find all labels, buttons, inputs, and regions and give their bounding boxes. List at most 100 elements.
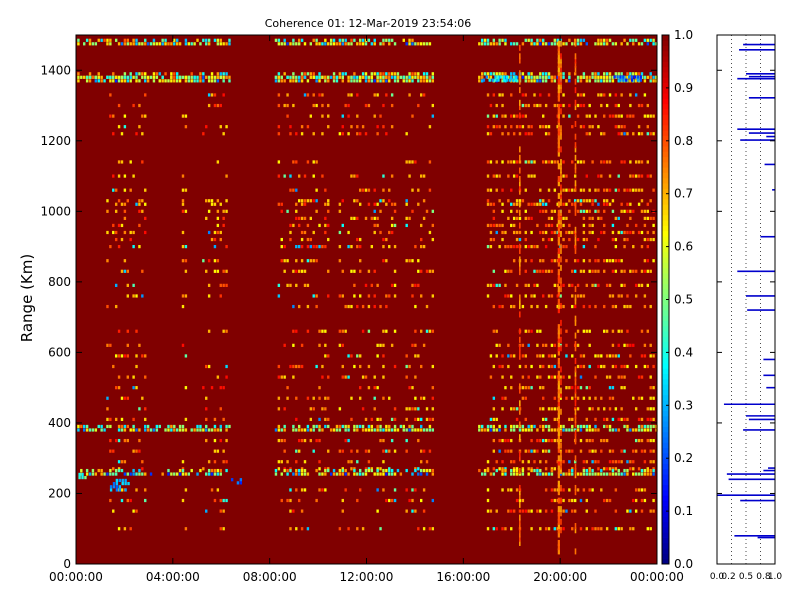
heatmap-cell	[88, 38, 92, 42]
heatmap-cell	[614, 42, 618, 46]
heatmap-cell	[649, 417, 652, 422]
heatmap-cell	[617, 375, 620, 379]
heatmap-cell	[207, 93, 211, 97]
vertical-streak-segment	[560, 188, 562, 195]
heatmap-cell	[620, 407, 623, 411]
heatmap-cell	[329, 75, 333, 79]
heatmap-cell	[643, 460, 647, 464]
heatmap-cell	[144, 354, 147, 358]
heatmap-cell	[280, 472, 283, 476]
heatmap-cell	[106, 472, 109, 476]
heatmap-cell	[210, 72, 214, 76]
heatmap-cell	[542, 160, 545, 164]
heatmap-cell	[637, 472, 641, 476]
heatmap-cell	[605, 79, 609, 83]
vertical-streak-segment	[519, 531, 521, 538]
heatmap-cell	[280, 209, 283, 213]
heatmap-cell	[207, 364, 211, 369]
vertical-streak-segment	[560, 159, 562, 166]
vertical-streak-segment	[557, 408, 560, 415]
heatmap-cell	[495, 509, 498, 513]
heatmap-cell	[611, 230, 615, 235]
heatmap-cell	[489, 509, 493, 513]
heatmap-cell	[608, 460, 612, 464]
heatmap-cell	[510, 488, 513, 492]
heatmap-cell	[359, 364, 362, 369]
heatmap-cell	[414, 407, 417, 411]
heatmap-cell	[504, 386, 507, 390]
heatmap-cell	[225, 364, 228, 369]
heatmap-cell	[341, 467, 344, 471]
heatmap-cell	[306, 283, 310, 287]
heatmap-cell	[425, 79, 429, 83]
heatmap-cell	[637, 417, 641, 422]
heatmap-cell	[280, 237, 283, 242]
colorbar-tick-label: 0.4	[674, 345, 693, 359]
heatmap-cell	[512, 202, 516, 206]
colorbar-segment	[662, 188, 669, 195]
heatmap-cell	[521, 72, 525, 76]
heatmap-cell	[588, 223, 591, 228]
heatmap-cell	[431, 72, 435, 76]
heatmap-cell	[527, 343, 530, 347]
heatmap-cell	[600, 488, 603, 492]
vertical-streak-segment	[557, 468, 560, 475]
heatmap-cell	[135, 364, 138, 369]
heatmap-cell	[324, 472, 327, 476]
vertical-streak-segment	[560, 146, 562, 153]
heatmap-cell	[306, 199, 310, 203]
heatmap-cell	[611, 417, 615, 422]
heatmap-cell	[605, 417, 609, 422]
vertical-streak-segment	[557, 70, 560, 77]
vertical-streak-segment	[574, 438, 577, 445]
heatmap-cell	[530, 202, 533, 206]
heatmap-cell	[120, 417, 124, 422]
heatmap-cell	[321, 472, 324, 476]
heatmap-cell	[376, 509, 379, 513]
heatmap-cell	[603, 160, 606, 164]
heatmap-cell	[600, 438, 603, 443]
heatmap-cell	[405, 223, 408, 228]
heatmap-cell	[652, 259, 655, 263]
heatmap-cell	[382, 449, 385, 453]
heatmap-cell	[544, 527, 548, 531]
heatmap-cell	[588, 259, 591, 263]
heatmap-cell	[315, 304, 318, 309]
heatmap-cell	[306, 79, 310, 83]
heatmap-cell	[318, 417, 321, 422]
heatmap-cell	[112, 230, 115, 235]
vertical-streak-segment	[557, 57, 560, 64]
heatmap-cell	[603, 304, 606, 309]
colorbar-segment	[662, 468, 669, 475]
heatmap-cell	[225, 460, 228, 464]
colorbar-segment	[662, 484, 669, 491]
heatmap-cell	[332, 468, 336, 473]
heatmap-cell	[524, 245, 527, 249]
heatmap-cell	[501, 202, 504, 206]
heatmap-cell	[178, 472, 182, 476]
heatmap-cell	[300, 230, 304, 235]
heatmap-cell	[542, 209, 545, 213]
heatmap-cell	[594, 79, 597, 83]
heatmap-cell	[571, 304, 574, 309]
heatmap-cell	[417, 79, 420, 83]
heatmap-cell	[300, 269, 304, 273]
heatmap-cell	[501, 38, 504, 42]
heatmap-cell	[347, 42, 350, 46]
heatmap-cell	[550, 468, 554, 473]
heatmap-cell	[297, 38, 301, 42]
heatmap-cell	[100, 75, 103, 79]
heatmap-cell	[527, 375, 530, 379]
heatmap-cell	[353, 364, 356, 369]
vertical-streak-segment	[557, 497, 560, 504]
heatmap-cell	[483, 472, 487, 476]
heatmap-cell	[286, 396, 289, 400]
heatmap-cell	[431, 527, 435, 531]
heatmap-cell	[553, 79, 557, 83]
heatmap-cell	[492, 79, 496, 83]
heatmap-cell	[132, 283, 135, 287]
heatmap-cell	[431, 209, 435, 213]
vertical-streak-segment	[560, 451, 562, 458]
heatmap-cell	[527, 428, 530, 432]
heatmap-cell	[109, 449, 112, 453]
